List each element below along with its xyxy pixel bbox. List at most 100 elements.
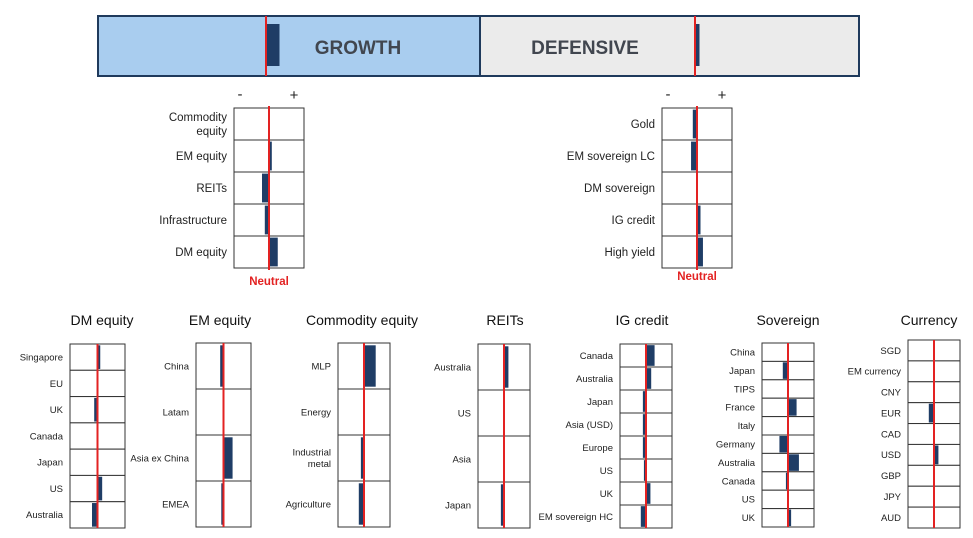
neutral-label: Neutral <box>677 271 717 283</box>
scale-plus: + <box>718 87 727 104</box>
scale-minus: - <box>666 86 671 103</box>
bar-china <box>220 345 224 387</box>
category-label: Japan <box>37 458 63 469</box>
scale-minus: - <box>238 86 243 103</box>
category-label: GBP <box>881 471 901 482</box>
category-label: UK <box>50 405 64 416</box>
category-label: Canada <box>580 351 614 362</box>
bar-australia <box>504 346 509 388</box>
panel-ig-credit: IG credit Canada Australia Japan Asia (USD) E… <box>539 312 673 529</box>
panel-title: DM equity <box>70 312 133 328</box>
category-label: JPY <box>884 492 902 503</box>
category-label: Energy <box>301 407 331 418</box>
category-label: Australia <box>576 374 614 385</box>
panel-reits: REITs Australia US Asia Japan <box>434 312 531 529</box>
category-label: AUD <box>881 513 901 524</box>
defensive-tilt-bar <box>695 24 700 66</box>
category-label: IG credit <box>612 215 656 227</box>
growth-label: GROWTH <box>315 38 402 59</box>
bar-australia <box>92 503 98 527</box>
category-label: Australia <box>718 458 756 469</box>
panel-title: IG credit <box>616 312 669 328</box>
category-label: Italy <box>738 421 756 432</box>
banner-frame <box>97 15 860 77</box>
category-label: CNY <box>881 388 902 399</box>
panel-title: Sovereign <box>756 312 819 328</box>
category-label: Australia <box>26 510 64 521</box>
category-label: Canada <box>722 476 756 487</box>
panel-em-equity: EM equity China Latam Asia ex China EMEA <box>130 312 252 528</box>
category-label: Infrastructure <box>159 215 227 227</box>
category-label: EM currency <box>848 367 902 378</box>
neutral-label: Neutral <box>249 276 289 288</box>
category-label: Japan <box>587 397 613 408</box>
growth-banner <box>98 16 480 76</box>
bar-ig-credit <box>697 205 701 235</box>
scale-plus: + <box>290 87 299 104</box>
bar-japan <box>500 484 504 526</box>
category-label: REITs <box>196 183 227 195</box>
bar-france <box>788 399 797 416</box>
bar-emea <box>221 483 224 525</box>
bar-canada <box>646 345 655 366</box>
defensive-label: DEFENSIVE <box>531 38 639 59</box>
category-label: EMEA <box>162 499 190 510</box>
bar-eur <box>928 403 934 423</box>
category-label: Asia (USD) <box>565 420 613 431</box>
bar-europe <box>642 437 646 458</box>
category-label: EM sovereign LC <box>567 151 655 163</box>
bar-infrastructure <box>264 205 269 235</box>
category-label: Europe <box>582 443 613 454</box>
category-label: Japan <box>729 366 755 377</box>
bar-gold <box>692 109 697 139</box>
panel-currency: Currency SGD EM currency CNY EUR CAD USD GBP JPY… <box>848 312 961 529</box>
category-label: China <box>730 348 756 359</box>
growth-tilt-bar <box>266 24 280 66</box>
category-label: CAD <box>881 429 901 440</box>
bar-australia <box>646 368 652 389</box>
panel-title: Currency <box>901 312 958 328</box>
panel-defensive: Gold EM sovereign LC DM sovereign IG credit… <box>567 86 733 283</box>
category-label: UK <box>600 489 614 500</box>
category-label: EU <box>50 379 63 390</box>
category-label: Asia ex China <box>130 453 189 464</box>
bar-usd <box>934 445 939 465</box>
category-label: China <box>164 361 190 372</box>
category-label: EUR <box>881 408 901 419</box>
panel-title: EM equity <box>189 312 251 328</box>
bar-uk <box>94 397 98 422</box>
bar-reits <box>262 173 269 203</box>
panel-title: Commodity equity <box>306 312 418 328</box>
category-label: US <box>742 495 755 506</box>
panel-commodity-equity: Commodity equity MLP Energy Industrial metal… <box>286 312 418 528</box>
category-label: EM equity <box>176 151 227 163</box>
category-label: DM sovereign <box>584 183 655 195</box>
bar-australia <box>788 454 799 471</box>
bar-canada <box>785 472 788 490</box>
category-label: Gold <box>631 119 655 131</box>
category-label: US <box>50 484 63 495</box>
category-label: US <box>458 408 471 419</box>
bar-singapore <box>97 345 101 369</box>
category-label: UK <box>742 513 756 524</box>
category-label: MLP <box>311 361 331 372</box>
category-label: US <box>600 466 613 477</box>
bar-japan <box>782 362 788 379</box>
category-label: SGD <box>880 346 901 357</box>
bar-mlp <box>364 345 376 387</box>
bar-high-yield <box>697 237 703 267</box>
category-label: EM sovereign HC <box>539 512 614 523</box>
defensive-banner <box>480 16 859 76</box>
category-label: Australia <box>434 362 472 373</box>
category-label: Commodity equity <box>169 112 227 138</box>
bar-uk <box>646 483 651 504</box>
category-label: Germany <box>716 440 755 451</box>
bar-germany <box>779 435 788 453</box>
panel-growth: Commodity equity EM equity REITs Infrastruct… <box>159 86 305 288</box>
bar-em-sovereign-lc <box>691 141 697 171</box>
bar-asia-ex-china <box>223 437 233 479</box>
bar-asia-usd <box>642 414 646 435</box>
panel-sovereign: Sovereign China Japan TIPS France Italy German… <box>716 312 820 528</box>
bar-uk <box>788 509 792 527</box>
